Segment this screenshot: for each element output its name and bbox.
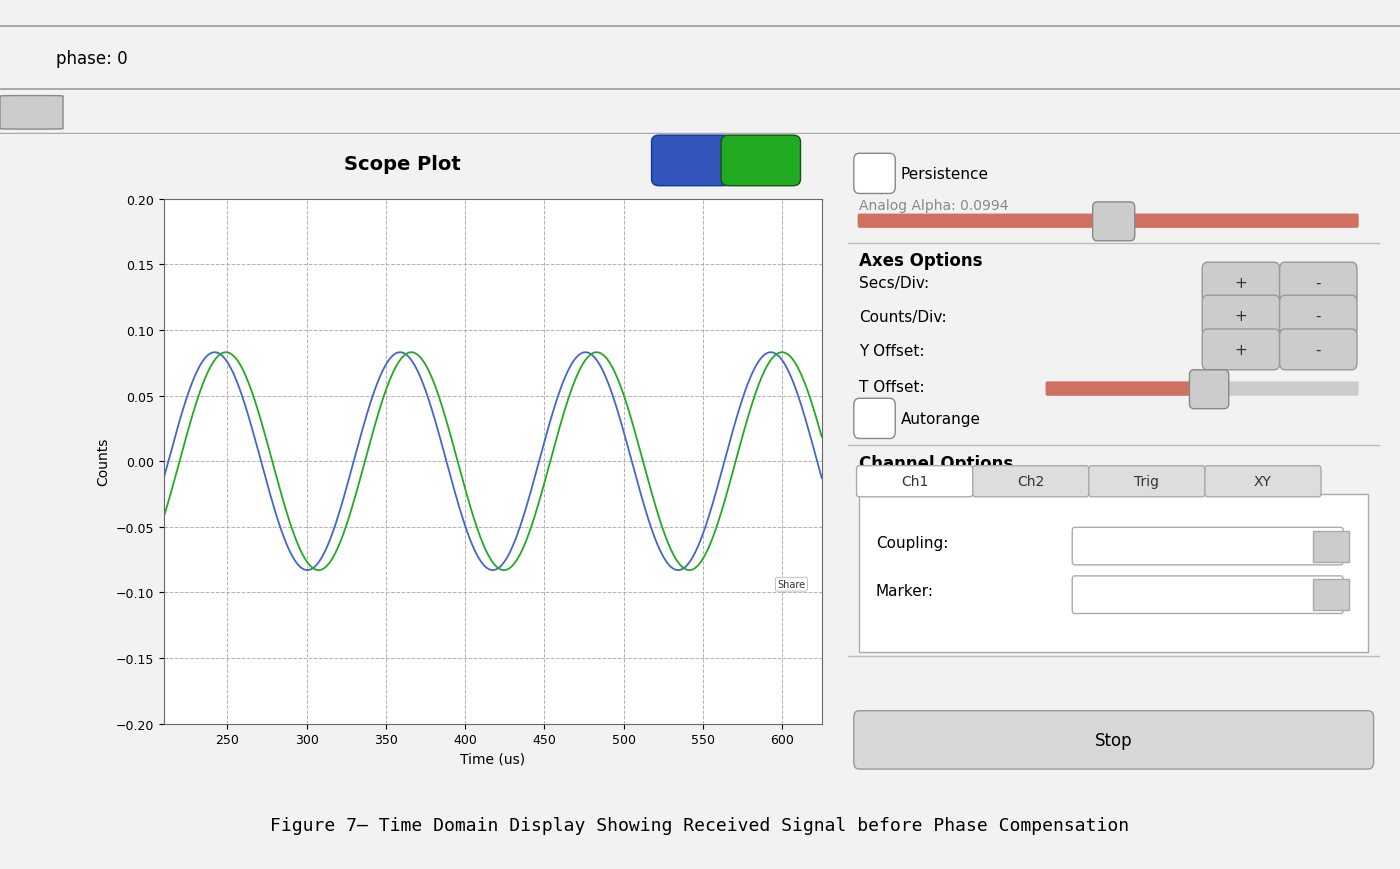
FancyBboxPatch shape (1072, 576, 1343, 614)
FancyBboxPatch shape (1092, 202, 1135, 242)
Text: Figure 7– Time Domain Display Showing Received Signal before Phase Compensation: Figure 7– Time Domain Display Showing Re… (270, 817, 1130, 834)
Text: -: - (1316, 342, 1322, 357)
FancyBboxPatch shape (1089, 466, 1205, 497)
X-axis label: Time (us): Time (us) (461, 752, 525, 766)
Bar (1313, 531, 1348, 562)
Text: DC: DC (1158, 539, 1180, 554)
Text: XY: XY (1254, 474, 1273, 488)
Text: Y Offset:: Y Offset: (860, 343, 925, 358)
Text: Secs/Div:: Secs/Div: (860, 276, 930, 291)
FancyBboxPatch shape (0, 96, 63, 130)
FancyBboxPatch shape (1280, 329, 1357, 370)
Text: +: + (1235, 342, 1247, 357)
FancyBboxPatch shape (1205, 466, 1322, 497)
Y-axis label: Counts: Counts (97, 437, 111, 486)
Text: +: + (1235, 308, 1247, 324)
Text: Stop: Stop (1095, 731, 1133, 749)
FancyBboxPatch shape (973, 466, 1089, 497)
FancyBboxPatch shape (860, 494, 1368, 653)
FancyBboxPatch shape (857, 466, 973, 497)
FancyBboxPatch shape (1280, 296, 1357, 336)
Text: Counts/Div:: Counts/Div: (860, 309, 946, 325)
Text: +: + (1235, 275, 1247, 291)
FancyBboxPatch shape (858, 215, 1358, 229)
Text: Ch1: Ch1 (678, 155, 704, 168)
FancyBboxPatch shape (1072, 527, 1343, 565)
Text: ▲
▼: ▲ ▼ (1327, 587, 1334, 603)
Text: Ch1: Ch1 (902, 474, 928, 488)
Bar (1313, 580, 1348, 611)
Text: Ch2: Ch2 (748, 155, 774, 168)
FancyBboxPatch shape (721, 136, 801, 187)
FancyBboxPatch shape (1203, 329, 1280, 370)
FancyBboxPatch shape (1203, 296, 1280, 336)
Text: T Offset:: T Offset: (860, 380, 925, 395)
Text: Persistence: Persistence (900, 167, 988, 182)
Text: Marker:: Marker: (876, 584, 934, 599)
Text: Autorange: Autorange (900, 411, 981, 427)
Text: -: - (1316, 275, 1322, 291)
Text: Scope Plot: Scope Plot (344, 155, 461, 173)
Text: Analog Alpha: 0.0994: Analog Alpha: 0.0994 (860, 199, 1009, 213)
FancyBboxPatch shape (854, 154, 895, 195)
FancyBboxPatch shape (1046, 382, 1215, 396)
Text: Axes Options: Axes Options (860, 252, 983, 270)
FancyBboxPatch shape (1046, 382, 1358, 396)
Text: -: - (1316, 308, 1322, 324)
FancyBboxPatch shape (854, 711, 1373, 769)
Text: ▲
▼: ▲ ▼ (1327, 538, 1334, 554)
Text: Line Link: Line Link (1138, 588, 1200, 602)
Text: phase: 0: phase: 0 (56, 50, 127, 68)
FancyBboxPatch shape (651, 136, 731, 187)
Text: Coupling:: Coupling: (876, 535, 948, 550)
Text: Share: Share (777, 580, 805, 589)
Text: Trig: Trig (1134, 474, 1159, 488)
FancyBboxPatch shape (854, 399, 895, 439)
FancyBboxPatch shape (1203, 263, 1280, 303)
Text: Channel Options: Channel Options (860, 454, 1014, 473)
FancyBboxPatch shape (1190, 370, 1229, 409)
Text: Ch2: Ch2 (1018, 474, 1044, 488)
FancyBboxPatch shape (1280, 263, 1357, 303)
